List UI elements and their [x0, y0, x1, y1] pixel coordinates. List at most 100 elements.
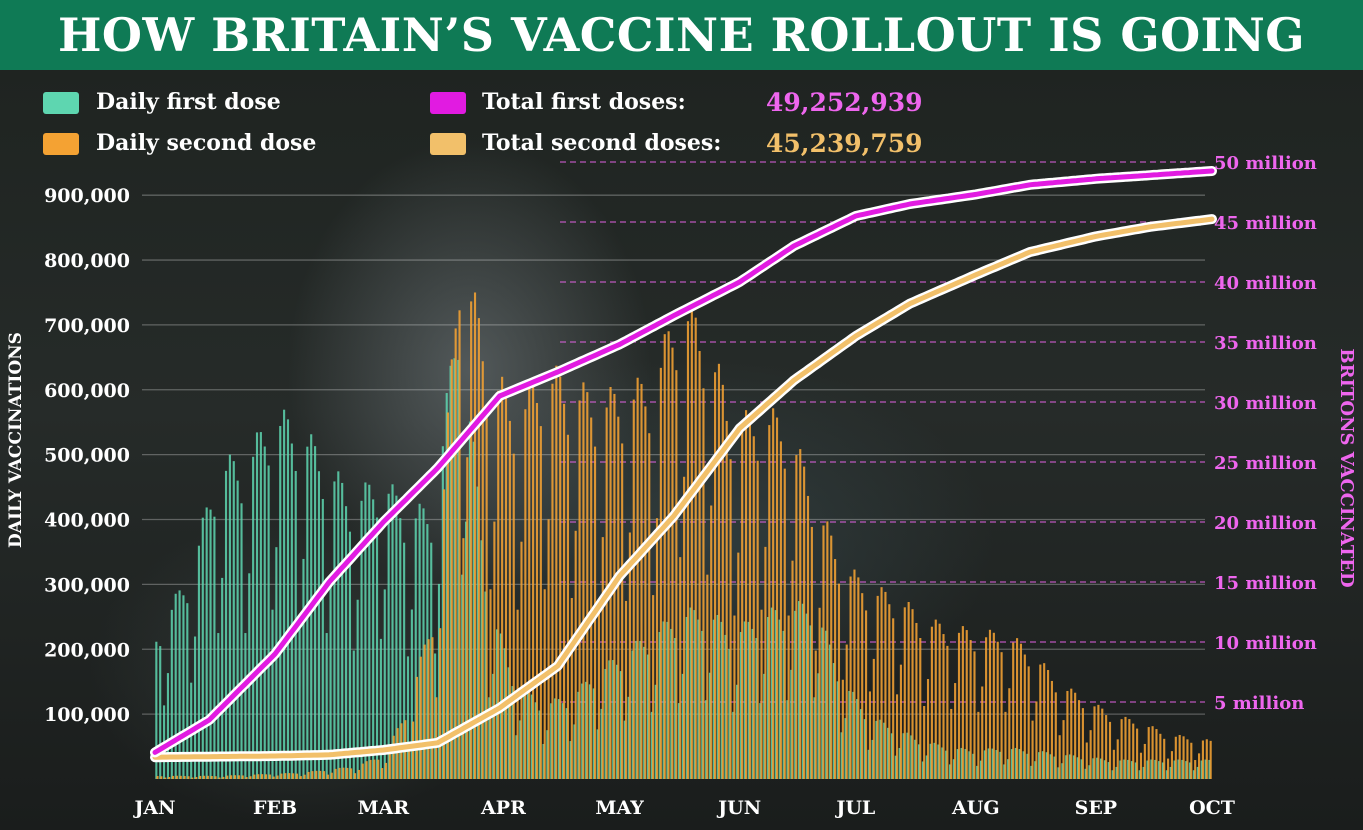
daily-second-bar — [632, 399, 635, 779]
daily-second-bar — [764, 546, 767, 779]
daily-first-bar — [1084, 768, 1087, 779]
daily-first-bar — [457, 359, 460, 779]
daily-second-bar — [1019, 643, 1023, 779]
daily-second-bar — [1132, 723, 1135, 779]
daily-first-bar — [159, 646, 162, 779]
daily-second-bar — [648, 433, 651, 779]
daily-first-bar — [236, 480, 239, 779]
x-tick-label: JUN — [716, 797, 761, 819]
daily-second-bar — [702, 388, 705, 779]
daily-first-bar — [1130, 761, 1134, 779]
daily-second-bar — [868, 691, 872, 779]
daily-second-bar — [280, 773, 283, 779]
daily-first-bar — [337, 471, 340, 779]
daily-second-bar — [655, 518, 659, 779]
daily-first-bar — [956, 749, 959, 779]
daily-second-bar — [961, 626, 964, 779]
daily-first-bar — [492, 673, 495, 779]
daily-second-bar — [1054, 692, 1057, 779]
daily-first-bar — [379, 638, 382, 779]
daily-second-bar — [775, 417, 779, 779]
daily-second-bar — [473, 292, 477, 779]
daily-second-bar — [810, 526, 813, 779]
daily-second-bar — [1008, 688, 1011, 779]
y-tick-label: 800,000 — [44, 250, 130, 272]
daily-first-bar — [573, 724, 576, 779]
daily-second-bar — [187, 776, 190, 779]
daily-first-bar — [263, 446, 266, 779]
daily-first-bar — [515, 735, 518, 779]
daily-second-bar — [458, 310, 461, 779]
daily-second-bar — [690, 302, 693, 779]
daily-first-bar — [813, 697, 816, 779]
daily-second-bar — [744, 410, 748, 779]
y2-tick-label: 40 million — [1214, 273, 1317, 294]
daily-first-bar — [828, 644, 832, 779]
daily-second-bar — [381, 768, 384, 779]
daily-first-bar — [817, 673, 820, 779]
daily-first-bar — [1026, 753, 1029, 779]
daily-first-bar — [995, 750, 998, 779]
page-title: HOW BRITAIN’S VACCINE ROLLOUT IS GOING — [57, 8, 1306, 62]
daily-second-bar — [985, 637, 988, 779]
daily-second-bar — [1058, 735, 1061, 779]
daily-second-bar — [1085, 742, 1088, 779]
daily-second-bar — [156, 776, 159, 779]
daily-first-bar — [890, 733, 894, 779]
daily-first-bar — [925, 755, 928, 779]
daily-first-bar — [437, 583, 441, 779]
daily-first-bar — [848, 690, 851, 779]
daily-first-bar — [240, 503, 243, 779]
daily-second-bar — [539, 426, 542, 779]
daily-second-bar — [504, 391, 508, 779]
daily-first-bar — [581, 683, 584, 779]
daily-second-bar — [1062, 720, 1065, 779]
y-tick-label: 200,000 — [44, 639, 130, 661]
daily-first-bar — [1165, 770, 1168, 779]
daily-first-bar — [755, 638, 758, 779]
daily-first-bar — [782, 630, 785, 779]
daily-second-bar — [957, 632, 961, 779]
x-axis-ticks: JAN FEB MAR APR MAY JUN JUL AUG SEP OCT — [132, 797, 1234, 819]
daily-second-bar — [477, 318, 480, 779]
daily-second-bar — [841, 679, 844, 779]
daily-first-bar — [1010, 749, 1014, 779]
daily-first-bar — [751, 628, 754, 779]
daily-second-bar — [861, 593, 864, 779]
y-tick-label: 700,000 — [44, 315, 130, 337]
daily-second-bar — [1139, 752, 1143, 779]
daily-second-bar — [555, 365, 558, 779]
daily-second-bar — [652, 595, 655, 779]
daily-first-bar — [1065, 755, 1068, 779]
daily-first-bar — [716, 614, 719, 779]
daily-first-bar — [565, 708, 568, 779]
daily-second-bar — [954, 683, 957, 779]
daily-first-bar — [395, 495, 398, 779]
daily-first-bar — [569, 741, 572, 779]
daily-second-bar — [357, 769, 360, 779]
daily-second-bar — [431, 637, 434, 779]
daily-second-bar — [1170, 751, 1174, 779]
x-tick-label: JUL — [834, 797, 875, 819]
daily-first-bar — [705, 700, 708, 779]
daily-first-bar — [770, 607, 774, 779]
daily-first-bar — [697, 619, 700, 779]
daily-second-bar — [202, 775, 206, 779]
daily-first-bar — [604, 668, 607, 779]
daily-second-bar — [1004, 711, 1007, 779]
daily-first-bar — [271, 609, 274, 779]
daily-second-bar — [199, 775, 202, 779]
daily-first-bar — [883, 722, 886, 779]
daily-second-bar — [640, 383, 643, 779]
daily-first-bar — [1014, 747, 1017, 779]
daily-first-bar — [267, 465, 270, 779]
daily-first-bar — [372, 499, 375, 779]
daily-first-bar — [677, 703, 681, 779]
daily-second-bar — [880, 587, 883, 779]
daily-first-bar — [767, 617, 770, 779]
daily-second-bar — [319, 770, 322, 779]
daily-first-bar — [1189, 762, 1192, 779]
daily-second-bar — [946, 645, 949, 779]
y2-tick-label: 20 million — [1214, 513, 1317, 534]
